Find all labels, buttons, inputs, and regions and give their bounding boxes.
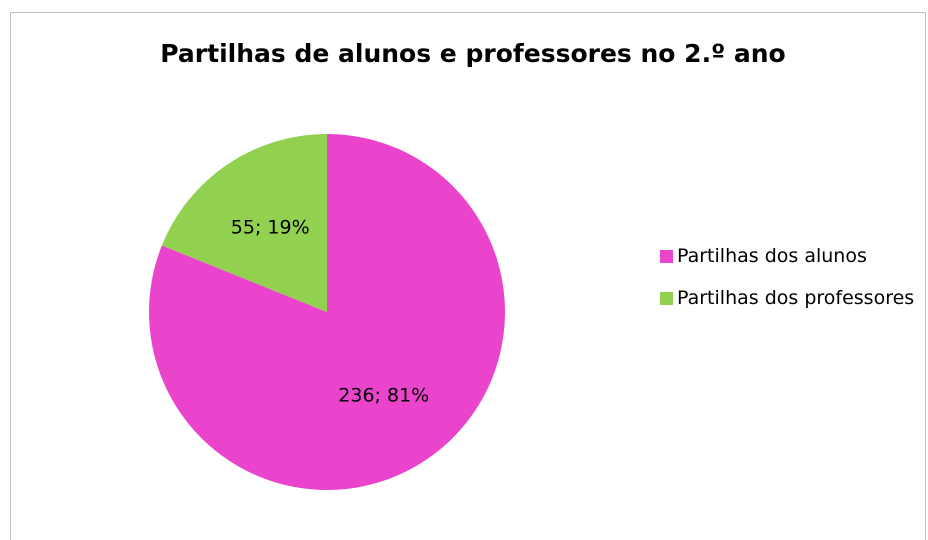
pie: 236; 81% 55; 19%: [148, 134, 505, 490]
legend-swatch: [660, 292, 673, 305]
legend-swatch: [660, 250, 673, 263]
chart-title: Partilhas de alunos e professores no 2.º…: [160, 39, 785, 68]
data-label: 55; 19%: [231, 216, 310, 238]
legend: Partilhas dos alunos Partilhas dos profes…: [660, 244, 922, 328]
data-label: 236; 81%: [338, 385, 429, 407]
legend-label: Partilhas dos professores: [677, 287, 915, 309]
legend-item: Partilhas dos professores: [660, 286, 922, 310]
legend-item: Partilhas dos alunos: [660, 244, 922, 268]
legend-label: Partilhas dos alunos: [677, 245, 867, 267]
pie-slice: [161, 134, 327, 312]
